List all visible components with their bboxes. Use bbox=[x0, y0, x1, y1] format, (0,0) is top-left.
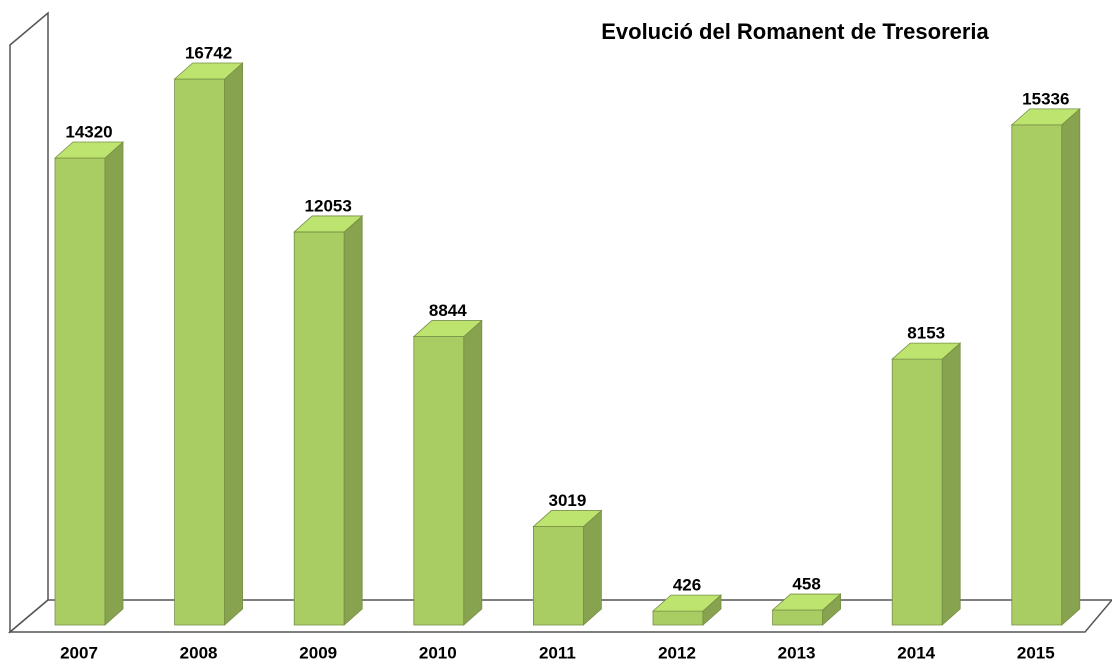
data-label: 458 bbox=[792, 575, 820, 594]
bar-front bbox=[293, 231, 345, 626]
bar-front bbox=[174, 78, 226, 626]
bar bbox=[1010, 107, 1081, 626]
bar-top bbox=[412, 320, 483, 337]
bar-top bbox=[891, 342, 962, 360]
data-label: 3019 bbox=[548, 491, 586, 510]
bar-front bbox=[413, 336, 465, 626]
bar-top bbox=[771, 593, 842, 611]
bar bbox=[891, 342, 962, 626]
bar bbox=[173, 62, 244, 626]
x-tick-label: 2011 bbox=[539, 643, 576, 661]
x-tick-label: 2009 bbox=[299, 643, 337, 661]
bar-front bbox=[533, 526, 584, 626]
chart-title: Evolució del Romanent de Tresoreria bbox=[601, 19, 989, 44]
bar-top bbox=[532, 510, 603, 527]
bar-top bbox=[173, 62, 244, 80]
bar-front bbox=[1011, 124, 1063, 626]
bar bbox=[53, 141, 125, 626]
data-label: 8844 bbox=[429, 301, 467, 320]
bar-front bbox=[891, 358, 943, 626]
x-tick-label: 2008 bbox=[180, 643, 218, 661]
data-label: 12053 bbox=[305, 196, 352, 215]
x-tick-label: 2015 bbox=[1017, 643, 1055, 661]
data-label: 14320 bbox=[65, 122, 112, 141]
x-tick-label: 2007 bbox=[60, 643, 98, 661]
bar-top bbox=[293, 215, 364, 233]
x-tick-label: 2013 bbox=[778, 643, 816, 661]
x-tick-label: 2014 bbox=[897, 643, 935, 661]
bar bbox=[532, 509, 603, 626]
bar-top bbox=[1010, 108, 1081, 126]
bar bbox=[771, 593, 842, 626]
bar-top bbox=[651, 594, 723, 612]
side-wall bbox=[9, 11, 49, 634]
bar bbox=[293, 215, 364, 626]
bar-front bbox=[54, 157, 106, 626]
data-label: 8153 bbox=[907, 324, 945, 343]
bar-side bbox=[1061, 107, 1081, 626]
bar-side bbox=[463, 319, 483, 626]
data-label: 16742 bbox=[185, 43, 232, 62]
bar-side bbox=[941, 342, 961, 626]
bar-side bbox=[583, 509, 602, 626]
bar bbox=[651, 594, 723, 626]
bar-side bbox=[224, 62, 244, 626]
bar bbox=[412, 319, 483, 626]
bar-side bbox=[104, 141, 124, 626]
data-label: 15336 bbox=[1022, 89, 1069, 108]
x-tick-label: 2010 bbox=[419, 643, 457, 661]
bar-front bbox=[772, 609, 823, 626]
bar-top bbox=[53, 141, 125, 159]
x-tick-label: 2012 bbox=[658, 643, 696, 661]
bar-side bbox=[343, 215, 363, 626]
data-label: 426 bbox=[673, 576, 701, 595]
bar-front bbox=[652, 610, 704, 626]
